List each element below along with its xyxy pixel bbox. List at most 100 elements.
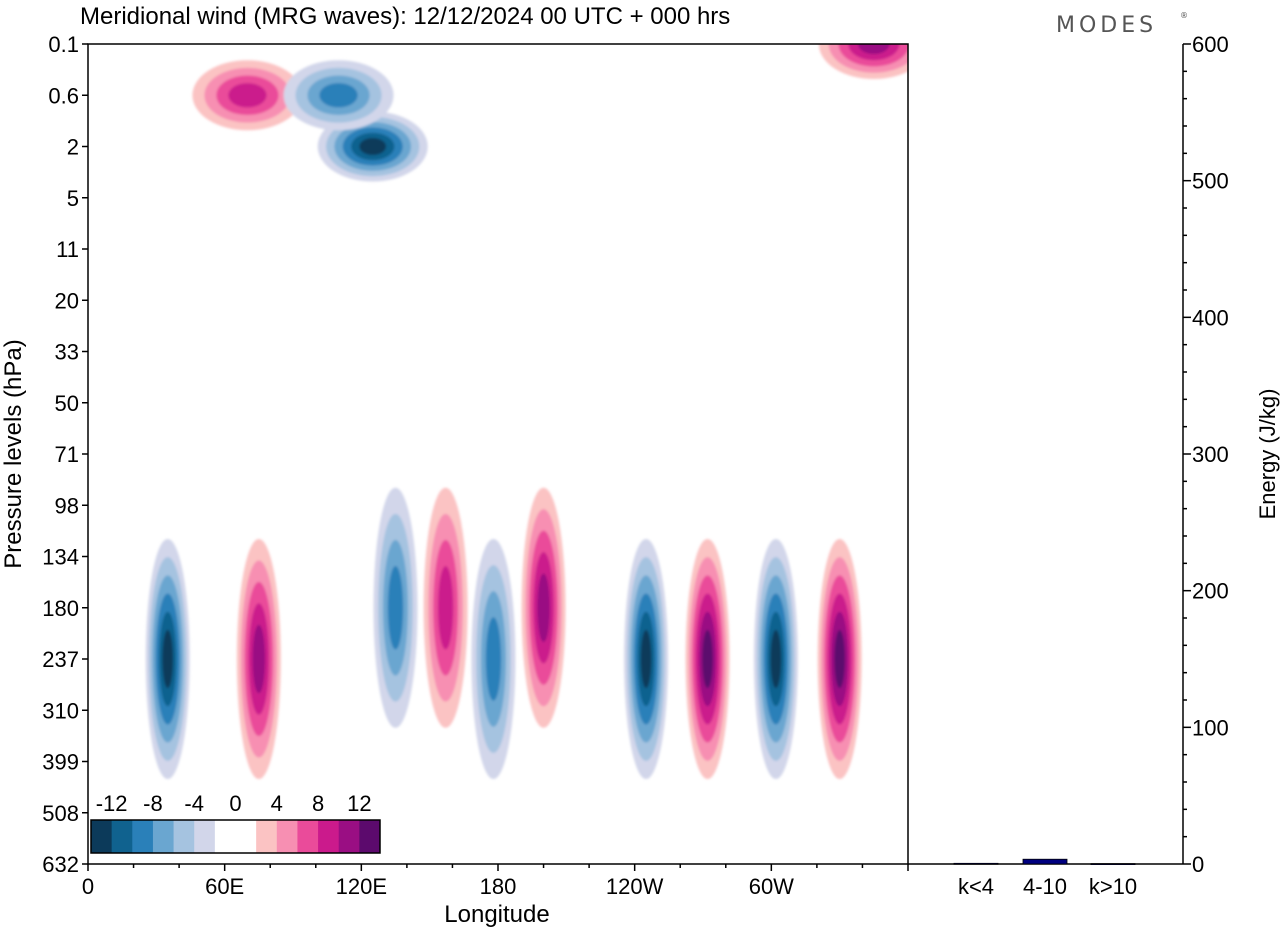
colorbar-label: 0: [229, 791, 241, 816]
colorbar-swatch: [235, 820, 257, 853]
energy-tick-label: 100: [1192, 715, 1229, 740]
colorbar-label: 4: [271, 791, 283, 816]
energy-tick-label: 600: [1192, 32, 1229, 57]
y-axis-label: Pressure levels (hPa): [0, 339, 27, 568]
colorbar-swatch: [111, 820, 133, 853]
chart-title: Meridional wind (MRG waves): 12/12/2024 …: [80, 3, 730, 30]
colorbar-label: -4: [184, 791, 204, 816]
y-tick-label: 180: [42, 596, 79, 621]
colorbar-label: 12: [347, 791, 371, 816]
contour-band: [437, 566, 454, 650]
colorbar-swatch: [152, 820, 175, 853]
contour-cell: [236, 539, 281, 779]
contour-band: [640, 629, 652, 689]
colorbar-swatch: [214, 820, 236, 853]
y-tick-label: 50: [55, 391, 79, 416]
y-tick-label: 508: [42, 801, 79, 826]
contour-band: [485, 617, 502, 701]
x-tick-label: 180: [480, 874, 517, 899]
y-tick-label: 98: [55, 493, 79, 518]
colorbar-swatch: [297, 820, 319, 853]
energy-category-label: k<4: [958, 874, 994, 899]
contour-band: [834, 629, 846, 689]
x-tick-label: 120W: [606, 874, 664, 899]
energy-panel: 0 100 200 300 400 500 600 k<4 4-10 k>10 Energy (…: [908, 32, 1280, 899]
contour-cell: [283, 60, 394, 131]
energy-tick-label: 500: [1192, 169, 1229, 194]
y-tick-label: 0.1: [48, 32, 79, 57]
energy-axis: 0 100 200 300 400 500 600: [1183, 32, 1229, 877]
contour-cell: [521, 487, 566, 728]
colorbar-label: -8: [143, 791, 163, 816]
contour-cell: [423, 487, 468, 728]
colorbar: -12 -8 -4 0 4 8 12: [89, 790, 384, 860]
energy-axis-label: Energy (J/kg): [1255, 389, 1280, 520]
energy-tick-label: 0: [1192, 852, 1204, 877]
contour-band: [252, 624, 266, 694]
longitude-axis: 0 60E 120E 180 120W 60W: [82, 864, 909, 899]
y-tick-label: 310: [42, 698, 79, 723]
contour-band: [359, 138, 387, 155]
energy-bar: [1022, 858, 1068, 865]
energy-categories: k<4 4-10 k>10: [958, 874, 1137, 899]
y-tick-label: 20: [55, 288, 79, 313]
energy-tick-label: 200: [1192, 579, 1229, 604]
colorbar-swatch: [173, 820, 195, 853]
energy-tick-label: 400: [1192, 305, 1229, 330]
contour-band: [228, 83, 267, 108]
y-tick-label: 632: [42, 852, 79, 877]
contour-band: [537, 573, 550, 643]
modes-logo: MODES: [1056, 13, 1157, 38]
colorbar-swatch: [256, 820, 278, 853]
y-tick-label: 0.6: [48, 83, 79, 108]
x-tick-label: 0: [82, 874, 94, 899]
colorbar-swatch: [318, 820, 340, 853]
colorbar-swatch: [132, 820, 154, 853]
energy-bars: [953, 858, 1136, 865]
contour-cell: [624, 539, 669, 779]
y-tick-label: 11: [56, 237, 79, 262]
pressure-axis: 0.1 0.6 2 5 11 20 33 50 71 98 134 180 237 310 399 508 63…: [42, 32, 88, 877]
energy-tick-label: 300: [1192, 442, 1229, 467]
colorbar-swatch: [276, 820, 298, 853]
heatmap-panel: -12 -8 -4 0 4 8 12 0.1 0.6 2 5 11 20 33 50 71 98 134 180 2…: [0, 32, 909, 928]
colorbar-label: 8: [312, 791, 324, 816]
y-tick-label: 71: [55, 442, 79, 467]
colorbar-label: -12: [96, 791, 128, 816]
contour-band: [162, 629, 174, 689]
y-tick-label: 5: [67, 186, 79, 211]
energy-category-label: k>10: [1089, 874, 1137, 899]
energy-bar: [1090, 863, 1136, 865]
colorbar-swatch: [91, 820, 113, 853]
x-tick-label: 60E: [205, 874, 244, 899]
contour-cell: [145, 539, 190, 779]
contour-band: [387, 566, 404, 650]
colorbar-swatch: [359, 820, 381, 853]
contour-cell: [818, 44, 908, 79]
contour-cell: [471, 539, 516, 779]
contour-cell: [817, 539, 862, 779]
contour-cell: [685, 539, 730, 779]
x-tick-label: 120E: [336, 874, 387, 899]
energy-bar: [953, 862, 999, 865]
y-tick-label: 2: [67, 135, 79, 160]
y-tick-label: 399: [42, 750, 79, 775]
x-tick-label: 60W: [749, 874, 794, 899]
colorbar-swatch: [338, 820, 360, 853]
contour-cell: [373, 487, 418, 728]
contour-cell: [753, 539, 798, 779]
contour-band: [319, 83, 358, 108]
y-tick-label: 134: [42, 545, 79, 570]
colorbar-frame: [90, 819, 381, 854]
contour-band: [770, 629, 782, 689]
contour-field: [145, 44, 908, 779]
x-axis-label: Longitude: [444, 901, 549, 928]
y-tick-label: 237: [42, 647, 79, 672]
contour-band: [702, 629, 713, 689]
energy-category-label: 4-10: [1023, 874, 1067, 899]
colorbar-swatch: [194, 820, 216, 853]
y-tick-label: 33: [55, 340, 79, 365]
contour-cell: [192, 60, 303, 131]
logo-registered-mark: ®: [1180, 11, 1192, 20]
